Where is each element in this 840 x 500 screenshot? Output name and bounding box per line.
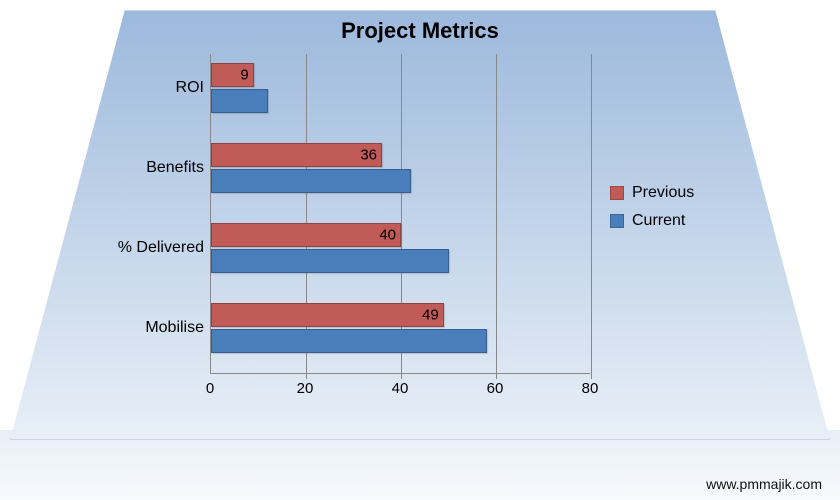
bar-previous: 40: [211, 223, 401, 247]
bar-value-label: 49: [422, 307, 439, 324]
x-tick-label: 0: [206, 380, 214, 397]
stage: Project Metrics 9 36 40 49 Previous Current…: [0, 0, 840, 500]
bar-previous: 49: [211, 303, 444, 327]
x-tick-label: 60: [487, 380, 504, 397]
x-gridline: [591, 54, 592, 379]
legend-swatch-previous: [610, 186, 624, 200]
legend: Previous Current: [610, 184, 694, 240]
chart-container: Project Metrics 9 36 40 49 Previous Current…: [100, 18, 740, 428]
bar-previous: 9: [211, 63, 254, 87]
bar-current: [211, 89, 268, 113]
bar-value-label: 36: [360, 147, 377, 164]
chart-title: Project Metrics: [100, 18, 740, 44]
bar-current: [211, 329, 487, 353]
x-gridline: [496, 54, 497, 379]
x-tick-label: 40: [392, 380, 409, 397]
x-tick-label: 80: [582, 380, 599, 397]
attribution-text: www.pmmajik.com: [706, 476, 822, 492]
bar-previous: 36: [211, 143, 382, 167]
legend-item-previous: Previous: [610, 184, 694, 202]
y-category-label: % Delivered: [100, 239, 204, 257]
chart-body: 9 36 40 49 Previous Current 0 20 40 60 80 ROI Ben…: [100, 54, 740, 424]
legend-swatch-current: [610, 214, 624, 228]
plot-area: 9 36 40 49: [210, 54, 590, 374]
bar-value-label: 9: [240, 67, 248, 84]
bar-current: [211, 169, 411, 193]
legend-label-current: Current: [632, 212, 685, 230]
x-tick-label: 20: [297, 380, 314, 397]
y-category-label: Mobilise: [100, 319, 204, 337]
y-category-label: Benefits: [100, 159, 204, 177]
y-category-label: ROI: [100, 79, 204, 97]
legend-item-current: Current: [610, 212, 694, 230]
bar-value-label: 40: [379, 227, 396, 244]
legend-label-previous: Previous: [632, 184, 694, 202]
bar-current: [211, 249, 449, 273]
